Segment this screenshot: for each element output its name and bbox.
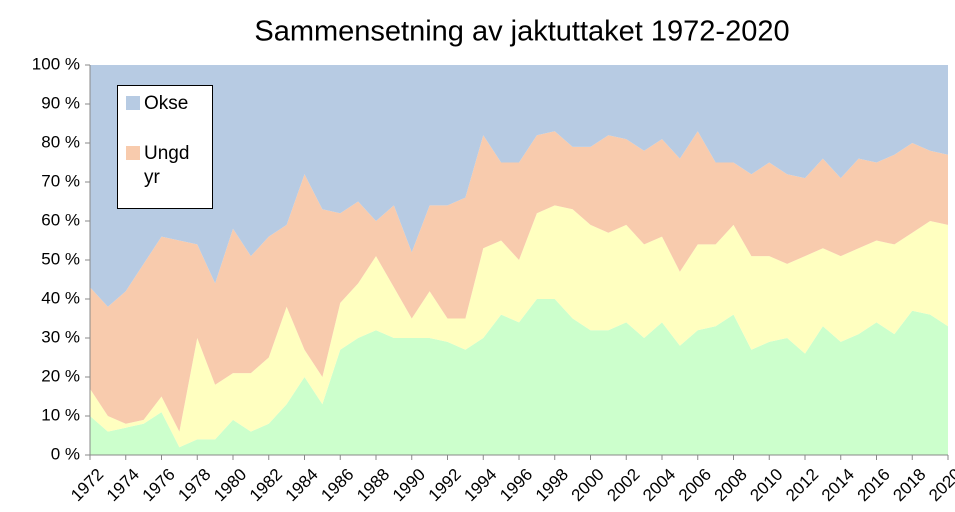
legend-swatch bbox=[126, 146, 140, 160]
x-tick-label: 1996 bbox=[496, 465, 536, 505]
legend: Okse Ungd yr bbox=[117, 85, 213, 209]
x-tick-label: 2000 bbox=[568, 465, 608, 505]
x-tick-label: 2020 bbox=[925, 465, 955, 505]
area bbox=[90, 299, 948, 455]
x-tick-label: 1974 bbox=[103, 465, 143, 505]
y-tick-label: 10 % bbox=[41, 405, 80, 424]
x-tick-label: 2002 bbox=[603, 465, 643, 505]
legend-item: Ungd yr bbox=[122, 142, 208, 190]
x-tick-label: 1978 bbox=[174, 465, 214, 505]
area bbox=[90, 205, 948, 448]
legend-label: Ungd yr bbox=[144, 143, 190, 188]
x-tick-label: 2008 bbox=[711, 465, 751, 505]
y-tick-label: 30 % bbox=[41, 327, 80, 346]
x-tick-label: 1998 bbox=[532, 465, 572, 505]
y-tick-label: 90 % bbox=[41, 93, 80, 112]
x-tick-label: 2010 bbox=[746, 465, 786, 505]
x-tick-label: 2012 bbox=[782, 465, 822, 505]
x-tick-label: 2016 bbox=[854, 465, 894, 505]
x-tick-label: 2014 bbox=[818, 465, 858, 505]
x-tick-label: 1994 bbox=[460, 465, 500, 505]
legend-item: Okse bbox=[122, 92, 208, 116]
x-tick-label: 1976 bbox=[139, 465, 179, 505]
y-tick-label: 50 % bbox=[41, 249, 80, 268]
area bbox=[90, 65, 948, 307]
y-tick-label: 20 % bbox=[41, 366, 80, 385]
x-tick-label: 1992 bbox=[425, 465, 465, 505]
y-tick-label: 40 % bbox=[41, 288, 80, 307]
x-tick-label: 1990 bbox=[389, 465, 429, 505]
legend-swatch bbox=[126, 96, 140, 110]
y-tick-label: 0 % bbox=[51, 444, 80, 463]
area bbox=[90, 131, 948, 432]
x-tick-label: 1982 bbox=[246, 465, 286, 505]
x-tick-label: 1972 bbox=[67, 465, 107, 505]
x-tick-label: 1988 bbox=[353, 465, 393, 505]
y-tick-label: 100 % bbox=[32, 54, 80, 73]
y-tick-label: 60 % bbox=[41, 210, 80, 229]
x-tick-label: 1980 bbox=[210, 465, 250, 505]
y-tick-label: 80 % bbox=[41, 132, 80, 151]
x-tick-label: 1984 bbox=[282, 465, 322, 505]
y-tick-label: 70 % bbox=[41, 171, 80, 190]
x-tick-label: 1986 bbox=[317, 465, 357, 505]
chart-title: Sammensetning av jaktuttaket 1972-2020 bbox=[254, 16, 789, 48]
legend-label: Okse bbox=[144, 93, 189, 114]
x-tick-label: 2004 bbox=[639, 465, 679, 505]
x-tick-label: 2018 bbox=[889, 465, 929, 505]
x-tick-label: 2006 bbox=[675, 465, 715, 505]
